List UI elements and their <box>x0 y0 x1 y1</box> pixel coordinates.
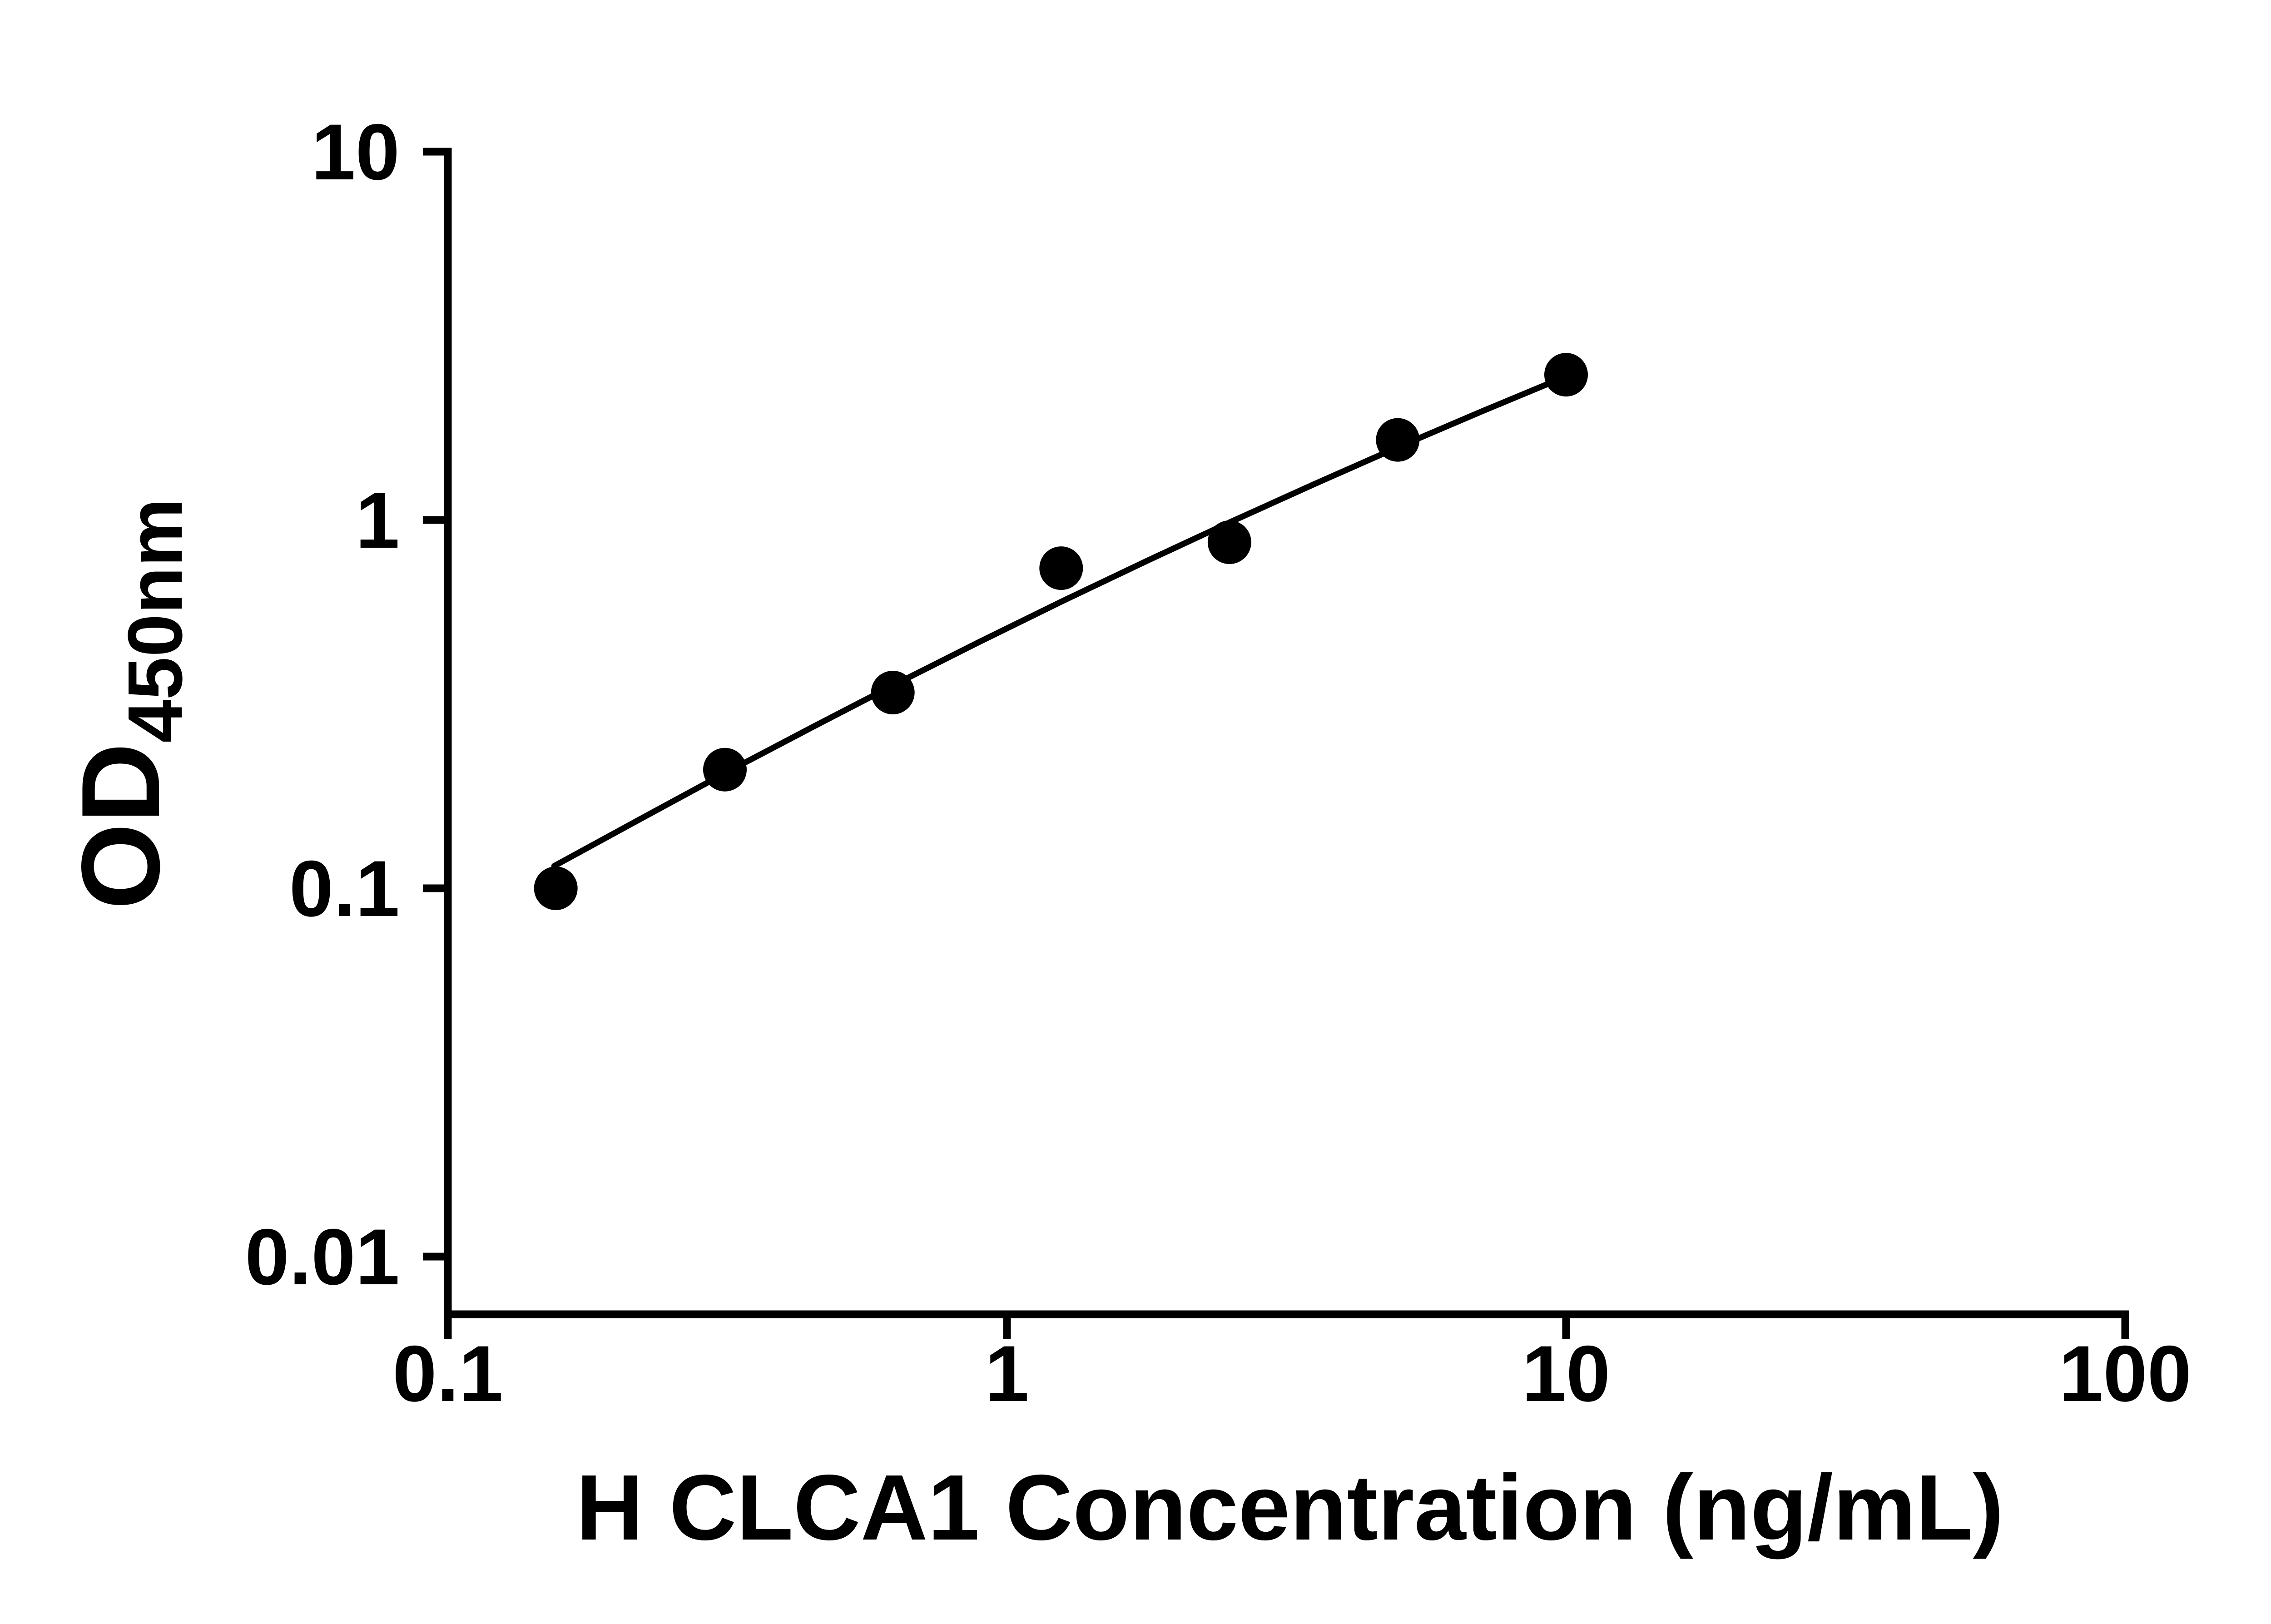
y-axis-title-subscript: 450nm <box>112 498 198 743</box>
data-point <box>1039 546 1083 590</box>
y-axis-title: OD450nm <box>58 498 198 910</box>
data-point <box>871 671 915 714</box>
x-axis: 0.1 1 10 100 <box>392 1310 2192 1418</box>
y-axis: 0.01 0.1 1 10 <box>245 108 452 1318</box>
y-tick-label: 0.1 <box>289 845 400 933</box>
x-axis-title: H CLCA1 Concentration (ng/mL) <box>576 1456 2003 1560</box>
data-point <box>1376 418 1420 462</box>
x-tick-label: 1 <box>985 1330 1029 1418</box>
x-tick-label: 0.1 <box>392 1330 503 1418</box>
y-tick-label: 0.01 <box>245 1213 400 1302</box>
x-tick-label: 100 <box>2059 1330 2192 1418</box>
data-points <box>534 353 1588 910</box>
data-point <box>703 748 747 792</box>
data-point <box>1207 520 1251 564</box>
y-tick-label: 1 <box>356 476 400 565</box>
y-axis-title-main: OD <box>58 743 183 910</box>
y-tick-label: 10 <box>311 108 400 197</box>
data-point <box>1544 353 1588 397</box>
x-tick-label: 10 <box>1522 1330 1611 1418</box>
data-point <box>534 866 578 910</box>
